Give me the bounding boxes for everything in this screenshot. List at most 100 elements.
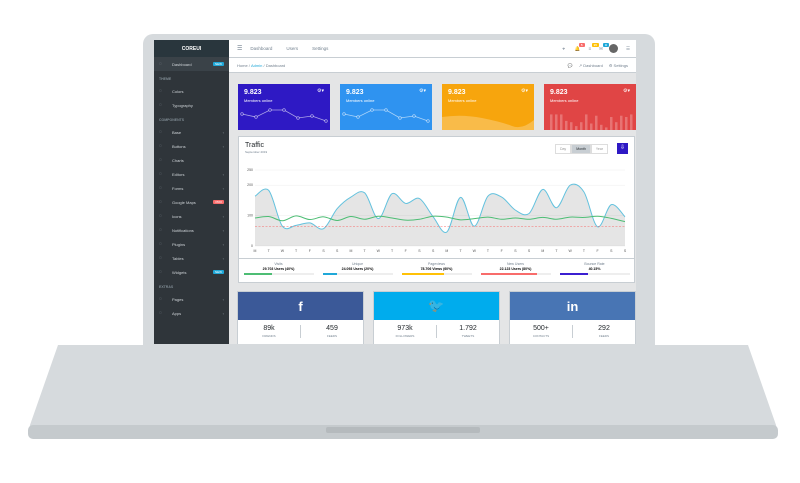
- traffic-stat-value: 78.706 Views (60%): [420, 267, 453, 271]
- settings-link[interactable]: ⚙ Settings: [608, 62, 628, 68]
- y-tick-label: 200: [247, 183, 253, 187]
- chevron-left-icon: ‹: [222, 185, 224, 191]
- pie-chart-icon: ◌: [159, 157, 162, 163]
- sidebar-item-dashboard[interactable]: ◌ Dashboard NEW: [154, 57, 229, 71]
- stat-bar-chart: [550, 114, 633, 130]
- social-card: in 500+ CONTACTS 292 FEEDS: [509, 291, 636, 344]
- cursor-icon[interactable]: ⌖: [562, 46, 565, 51]
- sidebar-item-plugins[interactable]: ◌ Plugins ‹: [159, 241, 224, 247]
- settings-link-label: Settings: [613, 62, 628, 68]
- range-month[interactable]: Month: [571, 144, 591, 154]
- x-tick-label: T: [295, 249, 298, 253]
- speech-icon[interactable]: 💬: [567, 62, 573, 68]
- sidebar-item-widgets[interactable]: ◌ Widgets NEW: [159, 269, 224, 275]
- breadcrumb-admin[interactable]: Admin: [251, 62, 263, 68]
- sidebar-item-icons[interactable]: ◌ Icons ‹: [159, 213, 224, 219]
- sidebar-item-colors[interactable]: ◌ Colors: [159, 88, 184, 94]
- cursor-icon: ◌: [159, 143, 162, 149]
- stat-value: 9.823: [448, 89, 466, 96]
- x-tick-label: M: [349, 249, 352, 253]
- sidebar-item-buttons[interactable]: ◌ Buttons ‹: [159, 143, 224, 149]
- x-tick-label: W: [377, 249, 381, 253]
- traffic-stat-label: Bounce Rate: [584, 262, 605, 266]
- stat-value: 9.823: [244, 89, 262, 96]
- stat-label: Members online: [346, 98, 375, 103]
- progress-bar: [243, 273, 314, 275]
- traffic-stat: Bounce Rate 40.15%: [559, 262, 630, 275]
- traffic-stat-value: 24.093 Users (20%): [341, 267, 374, 271]
- calculator-icon: ◌: [159, 269, 162, 275]
- task-badge: 15: [591, 43, 599, 47]
- sidebar-item-tables[interactable]: ◌ Tables ‹: [159, 255, 224, 261]
- avatar[interactable]: [608, 44, 618, 53]
- stat-card: 9.823 Members online ⚙▾: [544, 84, 636, 130]
- chevron-left-icon: ‹: [222, 129, 224, 135]
- nav-title-theme: THEME: [159, 77, 172, 81]
- notification-badge: 5: [578, 42, 585, 47]
- sidebar-item-pages[interactable]: ◌ Pages ‹: [159, 296, 224, 302]
- social-value: 292: [598, 325, 610, 332]
- list-icon[interactable]: ≡ 15: [588, 43, 599, 51]
- range-year[interactable]: Year: [590, 144, 608, 154]
- stat-label: Members online: [448, 98, 477, 103]
- social-label: CONTACTS: [532, 334, 550, 338]
- progress-bar: [401, 273, 472, 275]
- x-tick-label: S: [624, 249, 627, 253]
- stat-value: 9.823: [346, 89, 364, 96]
- gear-icon[interactable]: ⚙▾: [521, 88, 528, 94]
- list-icon: ◌: [159, 255, 162, 261]
- sidebar-item-base[interactable]: ◌ Base ‹: [159, 129, 224, 135]
- menu-toggle-icon[interactable]: ☰: [237, 46, 243, 52]
- social-value: 973k: [397, 325, 413, 332]
- sidebar-item-charts[interactable]: ◌ Charts: [159, 157, 184, 163]
- x-tick-label: T: [268, 249, 271, 253]
- chevron-left-icon: ‹: [222, 241, 224, 247]
- sidebar-item-notifications[interactable]: ◌ Notifications ‹: [159, 227, 224, 233]
- social-value: 459: [326, 325, 338, 332]
- social-card: 🐦 973k FOLLOWERS 1.792 TWEETS: [373, 291, 500, 344]
- stat-card: 9.823 Members online ⚙▾: [340, 84, 432, 130]
- star-icon: ◌: [159, 296, 162, 302]
- sidebar-item-forms[interactable]: ◌ Forms ‹: [159, 185, 224, 191]
- traffic-stat-label: Pageviews: [428, 262, 445, 266]
- header: ☰ Dashboard Users Settings ⌖ 🔔 5 ≡ 15 ✉ 9 ☰: [229, 40, 636, 58]
- social-icon: f: [238, 292, 363, 320]
- x-tick-label: M: [445, 249, 448, 253]
- sidebar-item-google-maps[interactable]: ◌ Google Maps PRO: [159, 199, 224, 205]
- brand-logo: COREUI: [154, 40, 229, 57]
- breadcrumb-home[interactable]: Home: [237, 62, 248, 68]
- progress-bar: [480, 273, 551, 275]
- traffic-stat-label: New Users: [506, 262, 525, 266]
- x-tick-label: F: [501, 249, 503, 253]
- nav-dashboard[interactable]: Dashboard: [250, 46, 273, 51]
- aside-toggle-icon[interactable]: ☰: [625, 45, 630, 51]
- download-button[interactable]: ⇩: [617, 143, 628, 154]
- nav-settings[interactable]: Settings: [312, 46, 329, 51]
- range-day[interactable]: Day: [554, 144, 572, 154]
- social-value: 500+: [533, 325, 549, 332]
- sidebar-item-typography[interactable]: ◌ Typography: [159, 102, 193, 108]
- sidebar-item-apps[interactable]: ◌ Apps ‹: [159, 310, 224, 316]
- y-tick-label: 0: [251, 244, 253, 248]
- bell-icon[interactable]: 🔔 5: [574, 42, 585, 51]
- sidebar-badge: PRO: [213, 200, 224, 204]
- stat-sparkline: [240, 108, 328, 123]
- series-line-1: [254, 183, 626, 234]
- x-tick-label: S: [322, 249, 325, 253]
- sidebar-item-editors[interactable]: ◌ Editors ‹: [159, 171, 224, 177]
- gear-icon[interactable]: ⚙▾: [317, 88, 324, 94]
- x-tick-label: T: [459, 249, 462, 253]
- series-area: [255, 184, 625, 246]
- nav-title-components: COMPONENTS: [159, 118, 185, 122]
- envelope-icon[interactable]: ✉ 9: [599, 42, 609, 51]
- chevron-left-icon: ‹: [222, 255, 224, 261]
- nav-users[interactable]: Users: [286, 46, 299, 51]
- stat-sparkline: [342, 108, 430, 123]
- sidebar-badge: NEW: [213, 270, 224, 274]
- graph-link[interactable]: ↗ Dashboard: [578, 62, 603, 68]
- x-tick-label: W: [281, 249, 285, 253]
- gear-icon[interactable]: ⚙▾: [623, 88, 630, 94]
- app-screen: COREUI ◌ Dashboard NEW THEME ◌ Colors ◌ Typogra…: [154, 40, 636, 344]
- gear-icon[interactable]: ⚙▾: [419, 88, 426, 94]
- traffic-footer: Visits 29.703 Users (40%) Unique 24.093 Use…: [239, 258, 634, 275]
